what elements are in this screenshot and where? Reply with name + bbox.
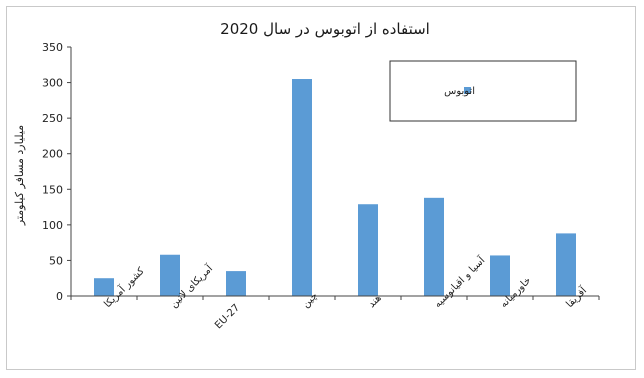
legend-swatch [464,87,471,94]
y-axis: 0 50 100 150 200 250 300 350 [42,41,72,303]
bar-chart: استفاده از اتوبوس در سال 2020 0 50 100 150 2… [13,20,600,331]
y-tick-label: 250 [42,112,63,125]
y-tick-label: 150 [42,183,63,196]
bar [160,254,180,296]
bar [424,197,444,296]
y-tick-label: 50 [49,254,63,267]
bar [490,255,510,296]
y-axis-label: میلیارد مسافر کیلومتر [13,125,26,226]
y-tick-label: 200 [42,148,63,161]
chart-frame: استفاده از اتوبوس در سال 2020 0 50 100 150 2… [6,6,636,370]
y-tick-label: 100 [42,219,63,232]
bar [226,271,246,296]
bars [94,79,576,296]
legend-label: اتوبوس [444,86,475,97]
y-tick-label: 300 [42,77,63,90]
y-tick-label: 350 [42,41,63,54]
bar [94,278,114,296]
legend: اتوبوس [389,60,577,122]
bar [556,233,576,296]
x-tick-label: EU-27 [213,302,242,331]
bar [358,204,378,296]
bar [292,79,312,296]
legend-box [389,60,577,122]
chart-title: استفاده از اتوبوس در سال 2020 [220,20,430,38]
y-tick-label: 0 [56,290,63,303]
